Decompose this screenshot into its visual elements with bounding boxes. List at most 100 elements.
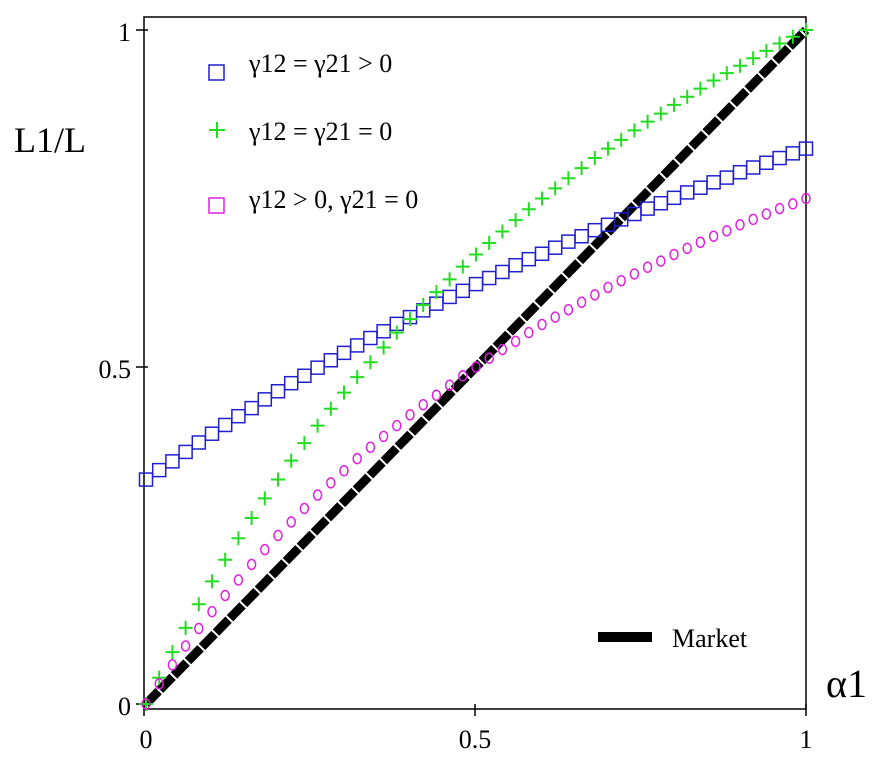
circle-point	[735, 219, 745, 231]
circle-point	[299, 502, 310, 515]
legend-symbol-green-plus	[209, 122, 225, 138]
square-point	[666, 190, 682, 206]
plus-point	[508, 213, 523, 228]
circle-point	[484, 352, 494, 364]
circle-point	[141, 698, 151, 710]
plus-point	[469, 247, 483, 262]
market-series	[142, 26, 810, 708]
square-point	[640, 201, 655, 216]
square-point	[217, 417, 233, 433]
square-point	[534, 246, 550, 262]
y-tick-label-1: 1	[118, 18, 131, 47]
circle-point	[708, 230, 719, 242]
plus-point	[350, 370, 365, 385]
square-point	[759, 155, 774, 171]
square-point	[363, 330, 378, 346]
square-point	[706, 175, 721, 190]
circle-point	[444, 379, 455, 391]
plus-point	[733, 58, 747, 73]
circle-point	[246, 558, 257, 571]
square-point	[798, 141, 814, 156]
plus-point	[191, 597, 206, 612]
plus-point	[442, 272, 457, 287]
plus-point	[746, 51, 761, 66]
plus-point	[429, 285, 444, 300]
marker-series	[138, 23, 814, 711]
plus-point	[337, 385, 351, 400]
square-point	[270, 384, 286, 399]
plus-point	[574, 161, 589, 176]
circle-point	[207, 605, 217, 618]
plus-point	[521, 202, 536, 217]
square-point	[323, 353, 339, 368]
plus-point	[363, 355, 378, 370]
square-point	[283, 375, 299, 391]
square-point	[151, 462, 167, 478]
square-point	[191, 435, 207, 450]
square-point	[653, 195, 669, 211]
circle-point	[774, 202, 785, 215]
y-tick-label-0: 0	[118, 692, 131, 721]
circle-point	[788, 198, 798, 210]
circle-point	[471, 361, 481, 373]
plus-point	[152, 670, 167, 685]
circle-point	[801, 192, 811, 205]
square-point	[521, 251, 537, 267]
plus-point	[482, 235, 497, 250]
plus-point	[640, 114, 655, 129]
plus-point	[785, 29, 800, 44]
circle-point	[392, 419, 402, 432]
y-axis-title: L1/L	[14, 120, 86, 160]
circle-point	[260, 543, 270, 556]
circle-point	[761, 208, 772, 220]
circle-point	[497, 343, 508, 356]
plus-point	[772, 36, 787, 51]
square-point	[495, 264, 510, 280]
square-point	[561, 234, 576, 249]
square-point	[468, 276, 484, 292]
circle-point	[194, 622, 204, 635]
plus-point	[165, 645, 180, 660]
plus-point	[653, 106, 668, 121]
plus-point	[297, 436, 312, 451]
plus-point	[680, 89, 695, 104]
circle-point	[352, 452, 362, 465]
square-point	[732, 164, 748, 180]
circle-point	[563, 303, 574, 316]
plus-point	[218, 552, 233, 567]
plus-point	[244, 510, 259, 525]
plus-point	[403, 312, 417, 327]
circle-point	[180, 640, 191, 652]
circle-point	[722, 225, 732, 237]
plus-point	[205, 574, 219, 589]
square-point	[310, 360, 325, 375]
legend-label-3: γ12 > 0, γ21 = 0	[248, 185, 418, 214]
circle-point	[576, 296, 587, 309]
square-point	[336, 345, 352, 361]
x-tick-label-0.5: 0.5	[459, 725, 492, 754]
legend-label-market: Market	[672, 624, 748, 653]
plus-point	[799, 23, 813, 37]
square-point	[455, 283, 471, 299]
circle-point	[312, 489, 323, 501]
circle-point	[629, 268, 640, 280]
square-point	[772, 150, 787, 166]
legend: γ12 = γ21 > 0 γ12 = γ21 = 0 γ12 > 0, γ21…	[208, 49, 748, 653]
legend-label-1: γ12 = γ21 > 0	[248, 49, 392, 78]
legend-label-2: γ12 = γ21 = 0	[248, 117, 392, 146]
plus-point	[693, 81, 708, 96]
square-point	[257, 392, 273, 407]
circle-point	[418, 398, 428, 411]
plus-point	[561, 171, 576, 186]
circle-point	[550, 311, 560, 323]
square-point	[679, 185, 695, 200]
plus-point	[178, 620, 193, 635]
circle-point	[656, 255, 666, 267]
plus-point	[667, 97, 681, 112]
circle-point	[642, 261, 653, 273]
plus-point	[257, 491, 272, 506]
circle-point	[405, 409, 415, 421]
plus-point	[495, 224, 510, 239]
circle-point	[154, 678, 164, 690]
